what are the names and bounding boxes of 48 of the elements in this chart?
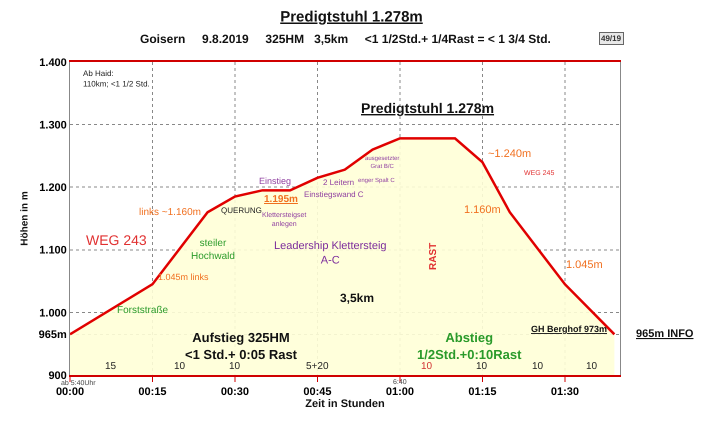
annotation: steiler Hochwald (191, 238, 235, 262)
annotation: 10 (174, 361, 186, 372)
annotation: 1.045m links (158, 272, 210, 282)
y-tick-label: 1.200 (39, 182, 67, 194)
annotation: QUERUNG (221, 206, 262, 215)
x-tick-label: 01:15 (468, 386, 496, 398)
annotation: Ab Haid: 110km; <1 1/2 Std. (83, 69, 150, 88)
y-axis-title: Höhen in m (20, 191, 31, 246)
annotation: Einstiegswand C (304, 190, 364, 199)
x-tick-label: 01:00 (386, 386, 414, 398)
x-tick-label: 00:45 (303, 386, 332, 398)
y-tick-label: 1.000 (39, 307, 67, 320)
annotation: Forststraße (117, 305, 169, 316)
annotation: GH Berghof 973m (531, 324, 608, 334)
x-tick-label: 00:30 (220, 386, 250, 398)
annotation: links ~1.160m (139, 207, 201, 218)
annotation: 1.195m (264, 194, 298, 205)
chart-subtitle: Goisern 9.8.2019 325HM 3,5km <1 1/2Std.+ 1/4Rast = < 1 3/4 Std. (140, 32, 551, 46)
annotation: WEG 243 (86, 232, 147, 248)
annotation: 1.160m (464, 204, 501, 216)
annotation: Einstieg (259, 176, 292, 186)
annotation: 2 Leitern (323, 178, 354, 187)
x-tick-label: 00:15 (138, 386, 167, 398)
annotation: 10 (586, 361, 598, 372)
annotation: 1.045m (566, 259, 603, 271)
annotation: 10 (229, 361, 241, 372)
y-tick-label: 965m (38, 329, 68, 342)
text: 49/19 (601, 34, 622, 43)
annotation: 3,5km (340, 291, 374, 305)
annotation: 15 (105, 361, 117, 372)
annotation: ~1.240m (488, 148, 532, 160)
x-tick-label: 01:30 (550, 386, 579, 398)
y-tick-label: 1.400 (39, 56, 67, 69)
annotation: RAST (428, 242, 439, 270)
annotation: 5+20 (306, 361, 329, 372)
chart-title: Predigtstuhl 1.278m (280, 8, 423, 26)
annotation: Predigtstuhl 1.278m (361, 100, 494, 116)
annotation: 10 (476, 361, 488, 372)
text: 965m INFO (636, 328, 694, 340)
annotation: Abstieg 1/2Std.+0:10Rast (417, 330, 522, 362)
x-axis-title: Zeit in Stunden (305, 398, 385, 410)
annotation: 10 (421, 361, 433, 372)
y-tick-label: 1.300 (39, 119, 67, 132)
y-tick-label: 1.100 (39, 244, 67, 257)
annotation: 10 (532, 361, 544, 372)
x-tick-label: 00:00 (56, 386, 84, 398)
annotation: Leadership Klettersteig A-C (274, 240, 387, 266)
annotation: Aufstieg 325HM <1 Std.+ 0:05 Rast (185, 330, 298, 362)
